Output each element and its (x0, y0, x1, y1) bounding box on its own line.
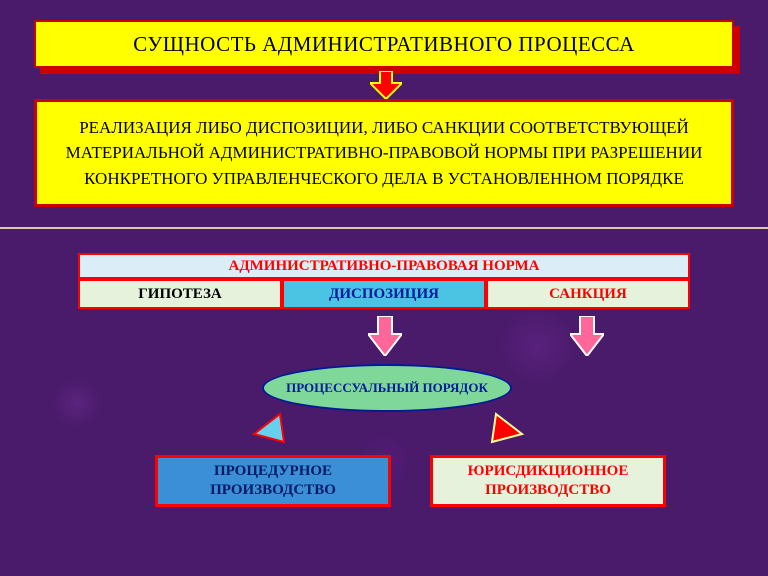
box-procedurnoe: ПРОЦЕДУРНОЕ ПРОИЗВОДСТВО (155, 455, 391, 507)
title-box: СУЩНОСТЬ АДМИНИСТРАТИВНОГО ПРОЦЕССА (34, 20, 734, 68)
description-box: РЕАЛИЗАЦИЯ ЛИБО ДИСПОЗИЦИИ, ЛИБО САНКЦИИ… (34, 99, 734, 207)
norm-table: АДМИНИСТРАТИВНО-ПРАВОВАЯ НОРМА ГИПОТЕЗА … (78, 253, 690, 309)
arrow-down-icon (570, 316, 604, 356)
cell-sankciya: САНКЦИЯ (486, 279, 690, 309)
title-block: СУЩНОСТЬ АДМИНИСТРАТИВНОГО ПРОЦЕССА (34, 20, 734, 68)
arrow-down-icon (370, 71, 402, 99)
table-header: АДМИНИСТРАТИВНО-ПРАВОВАЯ НОРМА (78, 253, 690, 279)
triangle-right-icon (490, 412, 526, 448)
cell-dispoziciya: ДИСПОЗИЦИЯ (282, 279, 486, 309)
cell-gipoteza: ГИПОТЕЗА (78, 279, 282, 309)
divider (0, 227, 768, 229)
arrow-down-icon (368, 316, 402, 356)
triangle-left-icon (250, 412, 286, 448)
box-yurisdikcionnoe: ЮРИСДИКЦИОННОЕ ПРОИЗВОДСТВО (430, 455, 666, 507)
ellipse-procedural-order: ПРОЦЕССУАЛЬНЫЙ ПОРЯДОК (262, 364, 512, 412)
